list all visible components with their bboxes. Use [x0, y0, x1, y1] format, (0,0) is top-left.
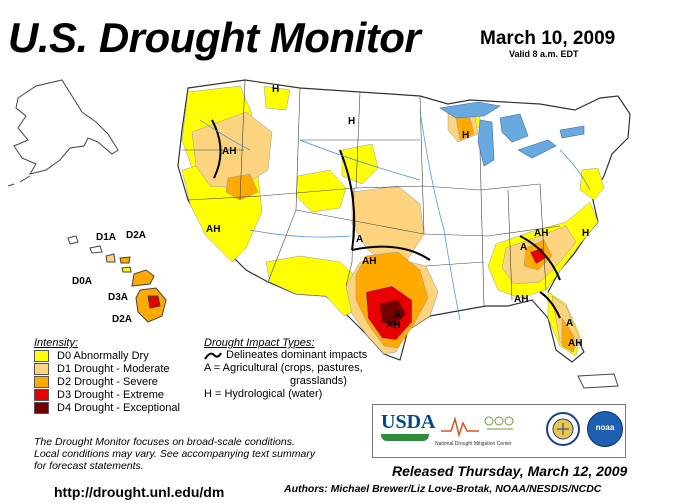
usda-swoosh: [381, 434, 429, 441]
map-label: AH: [222, 146, 236, 157]
legend-item-d4: D4 Drought - Exceptional: [34, 401, 180, 414]
rivers: [199, 109, 591, 321]
map-label: A: [356, 234, 363, 245]
map-label: A: [394, 310, 401, 321]
impact-line-row: Delineates dominant impacts: [204, 349, 367, 362]
impact-lines: [211, 119, 561, 319]
legend-swatch: [34, 349, 49, 362]
map-label: A: [566, 318, 573, 329]
disclaimer-note: The Drought Monitor focuses on broad-sca…: [34, 436, 364, 472]
drought-map: H H H AH AH A AH H A AH AH A AH AH A D1A…: [7, 79, 631, 389]
map-label: AH: [568, 338, 582, 349]
legend-item-d0: D0 Abnormally Dry: [34, 349, 180, 362]
conus-labels: H H H AH AH A AH H A AH AH A AH AH A: [206, 84, 589, 349]
ndmc-logo-icon: [441, 416, 514, 438]
map-label: A: [520, 242, 527, 253]
doc-seal-icon: [546, 412, 580, 446]
alaska-outline: [13, 79, 119, 175]
impact-agricultural-cont: grasslands): [290, 375, 347, 387]
map-label: AH: [362, 256, 376, 267]
map-label: D3A: [108, 292, 128, 303]
hawaii-labels: D1A D2A D0A D3A D2A: [72, 230, 146, 325]
note-line: Local conditions may vary. See accompany…: [34, 448, 316, 460]
map-label: D2A: [112, 314, 132, 325]
valid-time: Valid 8 a.m. EDT: [509, 49, 579, 59]
impact-line-desc: Delineates dominant impacts: [226, 349, 368, 361]
map-label: D1A: [96, 232, 116, 243]
legend-title: Intensity:: [34, 337, 79, 349]
legend-label: D4 Drought - Exceptional: [57, 401, 180, 414]
legend-label: D2 Drought - Severe: [57, 375, 158, 388]
legend-swatch: [34, 401, 49, 414]
legend-swatch: [34, 375, 49, 388]
legend-item-d3: D3 Drought - Extreme: [34, 388, 180, 401]
map-label: H: [272, 84, 279, 95]
impact-agricultural: A = Agricultural (crops, pastures,: [204, 362, 363, 374]
page-title: U.S. Drought Monitor: [8, 14, 421, 61]
legend-label: D1 Drought - Moderate: [57, 362, 170, 375]
release-date: Released Thursday, March 12, 2009: [392, 463, 628, 479]
map-label: AH: [514, 294, 528, 305]
impact-title: Drought Impact Types:: [204, 337, 315, 349]
impact-types: Drought Impact Types: Delineates dominan…: [204, 337, 367, 401]
drought-d4: [380, 300, 406, 326]
map-date: March 10, 2009: [480, 28, 616, 49]
hawaii: [67, 235, 167, 323]
map-label: D2A: [126, 230, 146, 241]
noaa-label: noaa: [595, 423, 615, 432]
ndmc-label: National Drought Mitigation Center: [435, 441, 512, 447]
puerto-rico: [577, 373, 619, 389]
state-lines: [182, 79, 561, 307]
legend-label: D3 Drought - Extreme: [57, 388, 164, 401]
impact-line-icon: [204, 352, 222, 360]
map-label: D0A: [72, 276, 92, 287]
note-line: The Drought Monitor focuses on broad-sca…: [34, 436, 295, 448]
map-label: AH: [206, 224, 220, 235]
map-label: H: [462, 130, 469, 141]
great-lakes: [439, 101, 585, 167]
map-label: AH: [386, 320, 400, 331]
map-label: H: [348, 116, 355, 127]
source-url[interactable]: http://drought.unl.edu/dm: [54, 484, 225, 500]
legend-item-d2: D2 Drought - Severe: [34, 375, 180, 388]
note-line: for forecast statements.: [34, 460, 144, 472]
noaa-logo-icon: noaa: [587, 411, 623, 447]
legend: Intensity: D0 Abnormally Dry D1 Drought …: [34, 337, 180, 414]
authors: Authors: Michael Brewer/Liz Love-Brotak,…: [284, 483, 602, 495]
legend-swatch: [34, 362, 49, 375]
legend-item-d1: D1 Drought - Moderate: [34, 362, 180, 375]
impact-hydrological: H = Hydrological (water): [204, 388, 323, 400]
legend-swatch: [34, 388, 49, 401]
legend-label: D0 Abnormally Dry: [57, 349, 149, 362]
usda-logo: USDA: [381, 411, 436, 433]
partner-logos: USDA National Drought Mitigation Center …: [372, 404, 626, 458]
map-label: AH: [534, 228, 548, 239]
map-label: H: [582, 228, 589, 239]
